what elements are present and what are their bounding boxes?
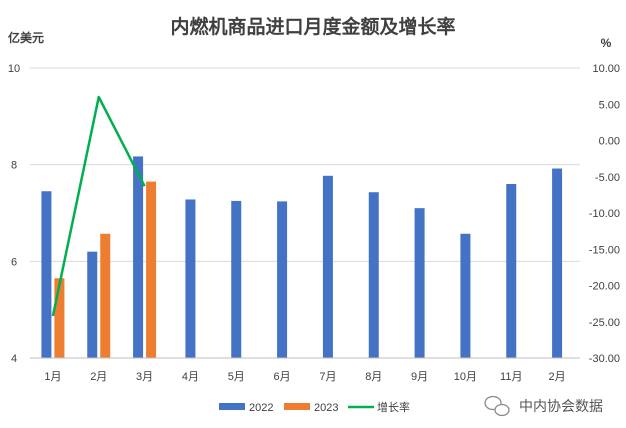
legend-label-2022: 2022 [249,402,273,414]
x-tick-label: 2月 [90,371,107,383]
legend-label-growth: 增长率 [377,400,410,414]
y-right-tick-label: -20.00 [589,281,620,293]
bar-2022 [231,200,242,358]
legend-swatch-2023 [284,403,310,410]
bar-2022 [133,156,144,358]
x-tick-label: 5月 [228,371,245,383]
y-right-tick-label: -15.00 [589,244,620,256]
bars [41,156,563,358]
bar-2023 [100,233,111,358]
y-left-tick-label: 6 [11,256,17,268]
bar-2022 [41,191,52,358]
bar-2023 [146,181,157,358]
bar-2022 [277,201,288,358]
y-right-tick-label: -25.00 [589,317,620,329]
y-right-tick-label: 0.00 [599,136,620,148]
legend: 2022 2023 增长率 [219,400,410,414]
growth-line [51,95,146,317]
bar-2022 [87,251,98,358]
chart-title: 内燃机商品进口月度金额及增长率 [170,15,455,38]
legend-swatch-2022 [219,403,245,410]
y-right-tick-label: -5.00 [595,172,620,184]
x-tick-label: 9月 [411,371,428,383]
x-tick-label: 4月 [182,371,199,383]
bar-2022 [552,168,563,358]
watermark: 中内协会数据 [484,395,603,417]
bar-2022 [460,233,471,358]
y-left-tick-label: 8 [11,160,17,172]
bar-2022 [506,184,517,358]
y-right-tick-label: 10.00 [592,63,620,75]
x-tick-label: 2月 [549,371,566,383]
x-tick-label: 1月 [44,371,61,383]
bar-2023 [54,278,65,358]
x-tick-label: 8月 [365,371,382,383]
y-right-tick-label: -10.00 [589,208,620,220]
x-tick-label: 3月 [136,371,153,383]
y-left-tick-label: 10 [8,63,20,75]
y-left-tick-label: 4 [11,353,17,365]
bar-2022 [414,208,425,358]
y-right-tick-label: 5.00 [599,99,620,111]
bar-2022 [368,192,379,358]
axes: 4 6 8 10 -30.00 -25.00 -20.00 -15.00 -10.00 -5.00… [8,63,620,383]
x-tick-label: 10月 [454,371,477,383]
legend-label-2023: 2023 [314,402,338,414]
x-tick-label: 6月 [274,371,291,383]
right-axis-unit: % [601,36,612,50]
wechat-icon [484,395,510,417]
left-axis-unit: 亿美元 [8,30,44,45]
x-tick-label: 7月 [319,371,336,383]
bar-2022 [322,175,333,358]
x-tick-label: 11月 [500,371,522,383]
bar-2022 [185,199,196,358]
y-right-tick-label: -30.00 [589,353,620,365]
watermark-text: 中内协会数据 [519,399,603,415]
